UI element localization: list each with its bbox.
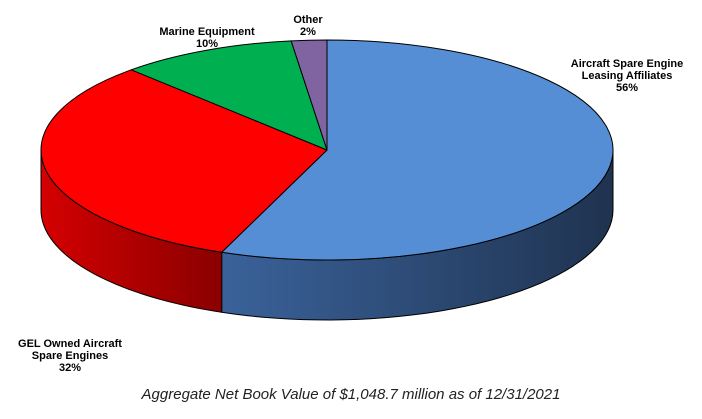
pie-slice-2 [130, 40, 328, 151]
slice-label-line: 2% [300, 26, 316, 38]
slice-label-2: Marine Equipment 10% [159, 26, 255, 50]
pie-top-layer [40, 39, 614, 261]
slice-label-line: Marine Equipment [159, 26, 255, 38]
pie-slice-1 [40, 69, 328, 253]
slice-label-line: Aircraft Spare Engine [571, 58, 683, 70]
slice-label-line: GEL Owned Aircraft [18, 338, 122, 350]
slice-label-line: 32% [59, 362, 81, 374]
pie-slice-3 [290, 39, 328, 151]
slice-label-line: 10% [196, 38, 218, 50]
slice-label-line: Leasing Affiliates [582, 70, 673, 82]
slice-label-line: Other [293, 14, 323, 26]
slice-label-line: 56% [616, 82, 638, 94]
slice-label-3: Other 2% [293, 14, 323, 38]
slice-label-0: Aircraft Spare Engine Leasing Affiliates 5… [571, 58, 683, 94]
pie-labels-layer: Aircraft Spare Engine Leasing Affiliates 5… [18, 14, 683, 374]
chart-caption: Aggregate Net Book Value of $1,048.7 mil… [141, 386, 561, 403]
pie-slice-0 [221, 39, 614, 261]
slice-label-line: Spare Engines [32, 350, 108, 362]
slice-label-1: GEL Owned Aircraft Spare Engines 32% [18, 338, 122, 374]
